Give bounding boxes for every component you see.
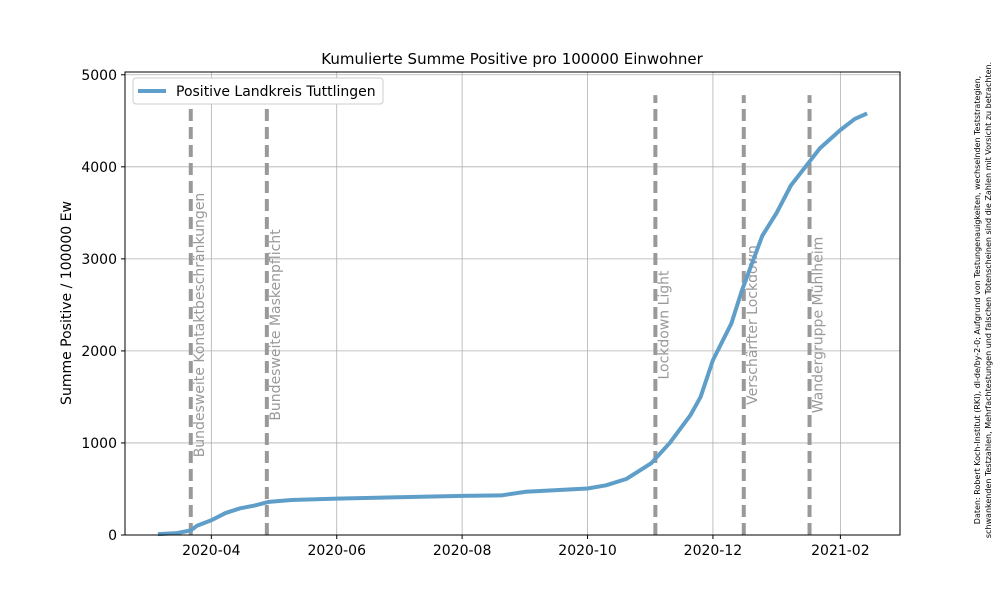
event-label: Lockdown Light [656, 270, 672, 380]
y-axis-label: Summe Positive / 100000 Ew [59, 201, 75, 405]
x-tick-label: 2020-06 [307, 543, 366, 559]
event-label: Verschärfter Lockdown [745, 245, 761, 405]
event-label: Bundesweite Kontaktbeschränkungen [192, 193, 208, 458]
x-tick-label: 2020-04 [182, 543, 241, 559]
legend-label: Positive Landkreis Tuttlingen [176, 84, 376, 100]
plot-frame [124, 71, 901, 536]
chart-title: Kumulierte Summe Positive pro 100000 Ein… [321, 50, 703, 68]
source-note: schwankenden Testzahlen, Mehrfachtestung… [984, 62, 993, 538]
event-label: Wandergruppe Mühlheim [811, 237, 827, 414]
y-tick-label: 1000 [81, 436, 117, 452]
y-tick-label: 4000 [81, 160, 117, 176]
y-tick-label: 3000 [81, 252, 117, 268]
y-tick-label: 5000 [81, 68, 117, 84]
x-tick-label: 2020-08 [433, 543, 492, 559]
source-note: Daten: Robert Koch-Institut (RKI), dl-de… [973, 76, 982, 524]
event-label: Bundesweite Maskenpflicht [268, 229, 284, 421]
x-tick-label: 2020-12 [684, 543, 743, 559]
y-tick-label: 2000 [81, 344, 117, 360]
legend-box [132, 77, 384, 105]
x-tick-label: 2020-10 [558, 543, 617, 559]
data-line [157, 111, 868, 537]
x-tick-label: 2021-02 [811, 543, 870, 559]
y-tick-label: 0 [108, 528, 117, 544]
